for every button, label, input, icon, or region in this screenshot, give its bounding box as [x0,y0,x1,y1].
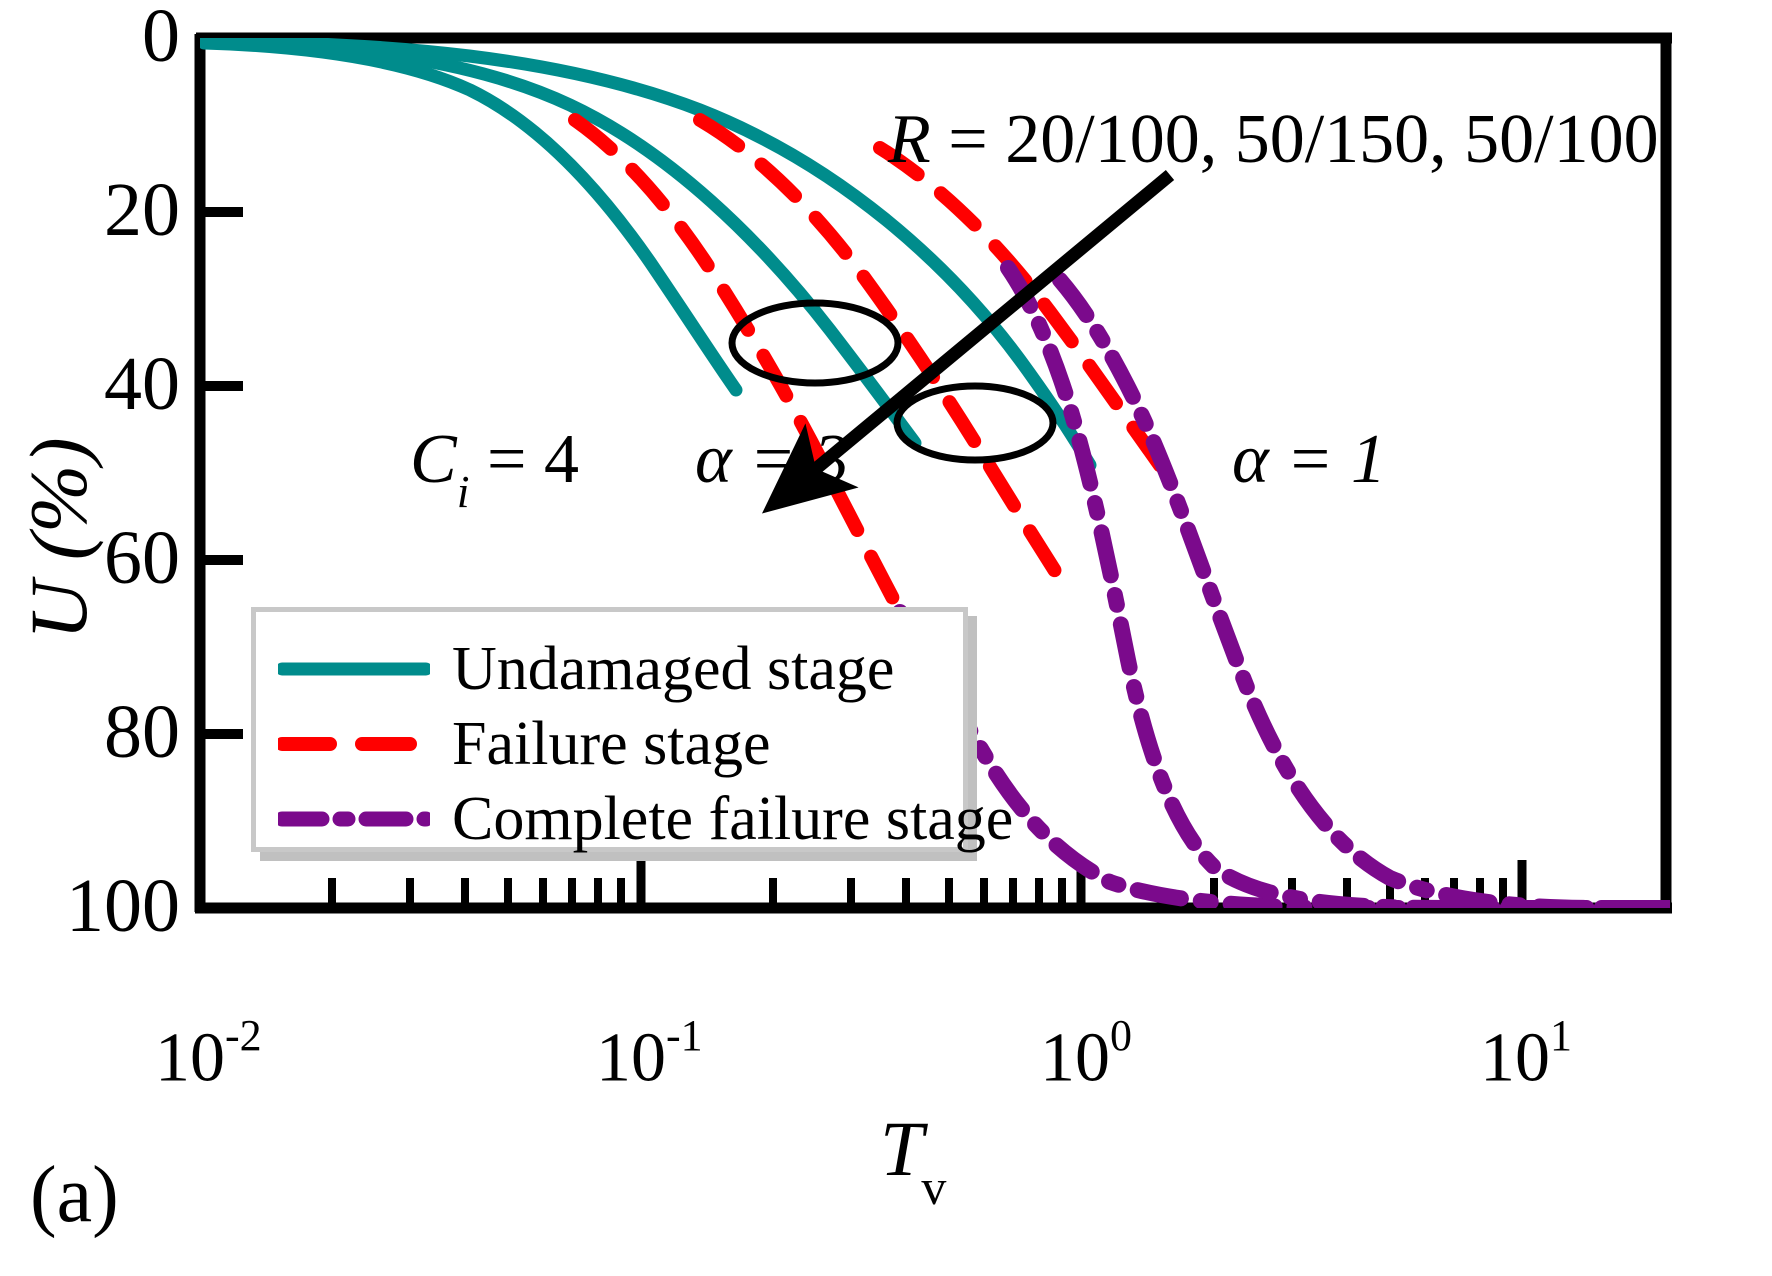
curve-complete-failure-2 [1000,260,1670,908]
panel-label: (a) [30,1151,119,1239]
legend-item-complete-failure[interactable]: Complete failure stage [274,784,1014,854]
annotation-ci-symbol: C [410,421,457,498]
annotation-alpha-1: α = 1 [1232,421,1386,498]
y-axis-title: U (%) [13,437,104,640]
x-tick-label-1: 10-2 [155,1014,262,1097]
x-tick-mantissa-3: 10 [1040,1019,1110,1097]
ellipse-alpha-1 [893,382,1057,464]
x-axis-title: Tv [880,1110,948,1212]
legend-swatch-complete-failure [274,799,434,839]
legend-swatch-undamaged [275,649,433,689]
x-tick-label-4: 101 [1480,1014,1572,1097]
x-tick-exponent-2: -1 [666,1011,703,1060]
x-tick-label-2: 10-1 [596,1014,703,1097]
annotation-ci-value: = 4 [469,421,579,498]
curve-undamaged-3 [200,38,1097,472]
legend-swatch-failure [275,724,433,764]
curve-failure-1 [568,113,907,619]
x-tick-mantissa-1: 10 [155,1019,225,1097]
annotation-ellipses [728,299,1057,464]
legend-label-complete-failure: Complete failure stage [452,785,1014,853]
annotation-ci: Ci = 4 [410,425,579,515]
annotation-ratio: R = 20/100, 50/150, 50/100 [888,105,1659,175]
direction-arrow [761,169,1175,514]
y-tick-label-20: 20 [104,168,180,252]
y-tick-label-80: 80 [104,690,180,774]
data-curves [200,38,1670,908]
legend-label-failure: Failure stage [452,710,771,778]
ellipse-alpha-3 [728,299,902,387]
legend[interactable]: Undamaged stage Failure stage Complete f… [251,607,1013,852]
x-tick-exponent-1: -2 [225,1011,262,1060]
legend-item-undamaged[interactable]: Undamaged stage [275,634,895,704]
legend-label-undamaged: Undamaged stage [452,635,895,703]
legend-item-failure[interactable]: Failure stage [275,709,771,779]
annotation-ratio-symbol: R [888,101,931,178]
y-tick-label-0: 0 [142,0,180,78]
y-tick-label-40: 40 [104,342,180,426]
x-axis-title-sub: v [921,1158,947,1215]
curve-failure-2 [693,113,1069,589]
x-tick-exponent-4: 1 [1550,1011,1572,1060]
curve-failure-3 [873,141,1179,489]
x-tick-label-3: 100 [1040,1014,1132,1097]
x-tick-mantissa-2: 10 [596,1019,666,1097]
x-tick-exponent-3: 0 [1110,1011,1132,1060]
x-tick-mantissa-4: 10 [1480,1019,1550,1097]
annotation-ratio-values: = 20/100, 50/150, 50/100 [930,101,1659,178]
x-axis-ticks [195,860,1527,908]
y-tick-label-100: 100 [66,864,180,948]
x-axis-title-main: T [880,1105,924,1192]
curve-complete-failure-3 [1052,272,1670,908]
y-tick-label-60: 60 [104,516,180,600]
annotation-ci-subscript: i [456,466,470,517]
y-axis-ticks [200,33,243,913]
annotation-alpha-3: α = 3 [695,421,849,498]
